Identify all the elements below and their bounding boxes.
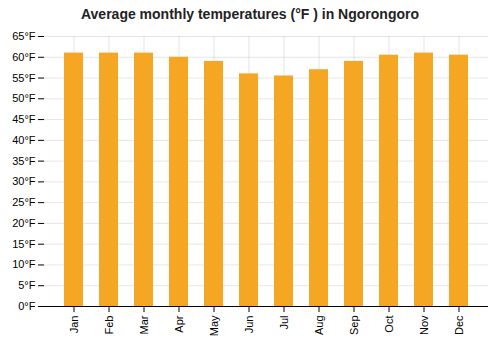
svg-text:45°F: 45°F: [12, 113, 36, 125]
svg-text:50°F: 50°F: [12, 92, 36, 104]
svg-text:15°F: 15°F: [12, 238, 36, 250]
svg-text:55°F: 55°F: [12, 72, 36, 84]
svg-text:Oct: Oct: [383, 316, 395, 333]
svg-text:30°F: 30°F: [12, 175, 36, 187]
svg-text:Mar: Mar: [138, 315, 150, 334]
svg-text:Apr: Apr: [173, 315, 185, 332]
svg-text:May: May: [208, 315, 220, 336]
svg-text:Jul: Jul: [278, 316, 290, 330]
svg-text:Jan: Jan: [68, 316, 80, 334]
svg-text:65°F: 65°F: [12, 30, 36, 42]
svg-text:Nov: Nov: [418, 315, 430, 335]
svg-text:5°F: 5°F: [18, 279, 36, 291]
svg-text:Feb: Feb: [103, 316, 115, 335]
svg-text:Dec: Dec: [453, 315, 465, 335]
svg-text:60°F: 60°F: [12, 51, 36, 63]
svg-text:Jun: Jun: [243, 316, 255, 334]
html-text:Average monthly temperatures (: Average monthly temperatures (°F ) in Ng…: [81, 6, 419, 22]
svg-text:Aug: Aug: [313, 316, 325, 336]
svg-text:0°F: 0°F: [18, 300, 36, 312]
svg-text:Sep: Sep: [348, 316, 360, 336]
svg-text:10°F: 10°F: [12, 258, 36, 270]
svg-text:40°F: 40°F: [12, 134, 36, 146]
svg-text:20°F: 20°F: [12, 217, 36, 229]
svg-text:35°F: 35°F: [12, 155, 36, 167]
svg-text:25°F: 25°F: [12, 196, 36, 208]
